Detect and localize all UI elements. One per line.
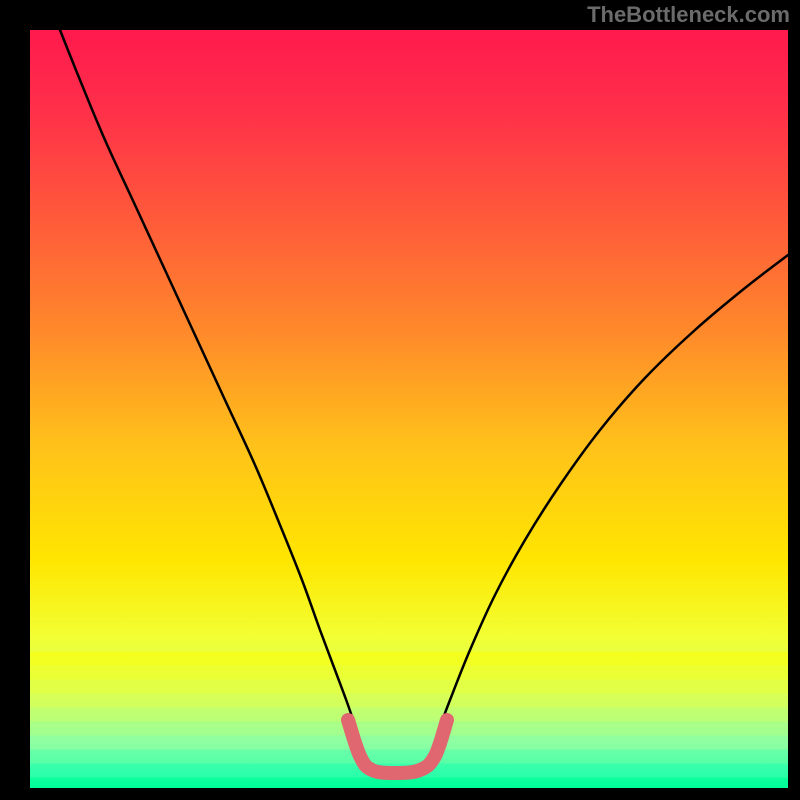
gradient-stripe [30,666,788,680]
gradient-stripe [30,750,788,764]
chart-container: TheBottleneck.com [0,0,800,800]
gradient-stripe [30,652,788,666]
watermark-text: TheBottleneck.com [587,2,790,28]
gradient-stripe [30,680,788,694]
gradient-stripe [30,694,788,708]
gradient-stripe [30,722,788,736]
gradient-stripe [30,736,788,750]
gradient-stripe [30,708,788,722]
bottleneck-chart [0,0,800,800]
